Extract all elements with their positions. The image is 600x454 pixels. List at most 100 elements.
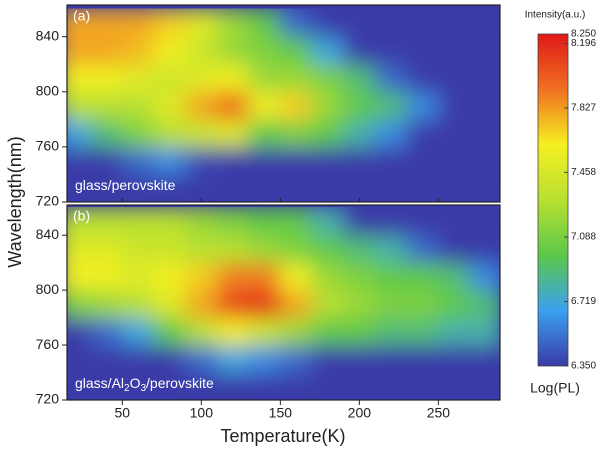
heatmap-cell <box>121 317 155 346</box>
colorbar-tick-label: 7.088 <box>571 232 596 243</box>
heatmap-cell <box>406 91 439 120</box>
heatmap-cell <box>343 118 376 148</box>
heatmap-cell <box>406 372 439 400</box>
heatmap-cell <box>469 372 500 400</box>
heatmap-cell <box>437 344 471 374</box>
x-axis-title: Temperature(K) <box>220 426 345 446</box>
heatmap-cell <box>343 207 376 236</box>
heatmap-cell <box>216 173 250 202</box>
colorbar-tick-label: 6.719 <box>571 296 596 307</box>
heatmap-cell <box>279 118 313 148</box>
heatmap-cells <box>67 8 500 202</box>
heatmap-cell <box>185 234 218 264</box>
sample-label-part: glass/perovskite <box>75 177 176 193</box>
x-tick-label: 250 <box>427 405 451 421</box>
heatmap-cell <box>374 344 408 374</box>
heatmap-cell <box>67 91 92 120</box>
heatmap-cell <box>406 207 439 236</box>
heatmap-cell <box>67 289 92 319</box>
heatmap-cell <box>121 91 155 120</box>
heatmap-cell <box>185 317 218 346</box>
plot-frame <box>66 204 501 401</box>
colorbar-label: Log(PL) <box>530 380 580 396</box>
heatmap-cell <box>248 118 281 148</box>
sample-label: glass/perovskite <box>75 177 176 193</box>
heatmap-cell <box>153 118 187 148</box>
heatmap-cell <box>216 262 250 291</box>
heatmap-cell <box>185 91 218 120</box>
heatmap-cell <box>248 344 281 374</box>
heatmap-cell <box>153 262 187 291</box>
heatmap-cell <box>67 173 92 202</box>
heatmap-cell <box>311 173 345 202</box>
heatmap-cell <box>406 317 439 346</box>
heatmap-cell <box>216 63 250 93</box>
heatmap-cell <box>437 36 471 65</box>
heatmap-cell <box>343 289 376 319</box>
heatmap-cell <box>90 372 123 400</box>
heatmap-cell <box>374 234 408 264</box>
y-axis-title: Wavelength(nm) <box>5 136 25 267</box>
y-tick-label: 840 <box>36 27 60 43</box>
heatmap-cell <box>279 372 313 400</box>
heatmap-cell <box>248 234 281 264</box>
heatmap-cell <box>311 8 345 38</box>
heatmap-cell <box>437 289 471 319</box>
heatmap-cell <box>469 8 500 38</box>
heatmap-cell <box>248 91 281 120</box>
heatmap-cell <box>311 289 345 319</box>
heatmap-cell <box>67 118 92 148</box>
heatmap-cell <box>279 262 313 291</box>
x-tick-label: 50 <box>115 405 131 421</box>
heatmap-cell <box>279 289 313 319</box>
heatmap-cell <box>343 372 376 400</box>
x-tick-label: 200 <box>348 405 372 421</box>
heatmap-cell <box>311 262 345 291</box>
heatmap-cell <box>406 344 439 374</box>
panel-label: (a) <box>73 8 90 24</box>
heatmap <box>67 205 500 400</box>
heatmap-cell <box>90 8 123 38</box>
heatmap-cell <box>437 91 471 120</box>
heatmap-cell <box>90 207 123 236</box>
heatmap-cell <box>90 91 123 120</box>
heatmap-cell <box>343 317 376 346</box>
heatmap-cell <box>90 36 123 65</box>
colorbar <box>537 33 569 367</box>
heatmap-cell <box>248 317 281 346</box>
heatmap-cell <box>374 118 408 148</box>
heatmap-cell <box>311 91 345 120</box>
heatmap-cell <box>67 234 92 264</box>
heatmap-cell <box>406 118 439 148</box>
heatmap-cell <box>216 317 250 346</box>
heatmap-cell <box>153 372 187 400</box>
heatmap-cell <box>67 207 92 236</box>
heatmap-cell <box>216 234 250 264</box>
heatmap-cell <box>437 146 471 175</box>
heatmap-cell <box>469 118 500 148</box>
heatmap-cell <box>90 146 123 175</box>
sample-label-part: glass/Al <box>75 375 124 391</box>
heatmap-cell <box>67 372 92 400</box>
heatmap-cell <box>279 63 313 93</box>
heatmap-cell <box>279 317 313 346</box>
heatmap-cell <box>216 118 250 148</box>
heatmap-cell <box>374 146 408 175</box>
heatmap-cell <box>343 146 376 175</box>
heatmap-cell <box>185 118 218 148</box>
heatmap-cell <box>374 207 408 236</box>
heatmap-cell <box>216 372 250 400</box>
heatmap-cell <box>279 91 313 120</box>
colorbar-tick-label: 7.458 <box>571 167 596 178</box>
heatmap-cell <box>406 63 439 93</box>
heatmap-cell <box>343 8 376 38</box>
sample-label-part: 3 <box>140 383 146 394</box>
heatmap-cell <box>469 63 500 93</box>
heatmap-cell <box>437 372 471 400</box>
heatmap-cell <box>311 36 345 65</box>
heatmap-cell <box>406 173 439 202</box>
heatmap-cell <box>279 146 313 175</box>
heatmap-cell <box>248 173 281 202</box>
heatmap-cell <box>121 146 155 175</box>
